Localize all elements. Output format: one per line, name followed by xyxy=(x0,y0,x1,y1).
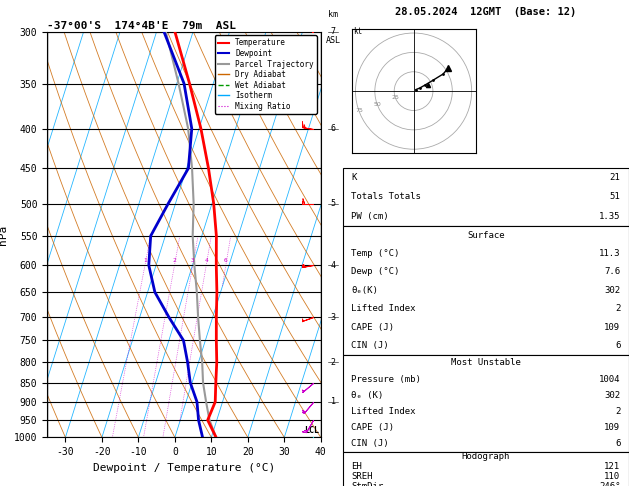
Text: 1.35: 1.35 xyxy=(599,212,620,221)
Text: 75: 75 xyxy=(355,108,363,114)
Text: K: K xyxy=(352,173,357,182)
Text: Pressure (mb): Pressure (mb) xyxy=(352,375,421,383)
Text: Totals Totals: Totals Totals xyxy=(352,192,421,201)
Text: 1: 1 xyxy=(143,258,147,263)
Text: 1: 1 xyxy=(331,398,336,406)
Bar xyxy=(343,355,629,452)
Text: CIN (J): CIN (J) xyxy=(352,439,389,449)
Text: 28.05.2024  12GMT  (Base: 12): 28.05.2024 12GMT (Base: 12) xyxy=(395,7,577,17)
Text: 50: 50 xyxy=(373,102,381,107)
Text: LCL: LCL xyxy=(304,426,319,434)
Text: Hodograph: Hodograph xyxy=(462,452,510,461)
Text: SREH: SREH xyxy=(352,472,373,481)
Text: 6: 6 xyxy=(615,341,620,350)
Text: 2: 2 xyxy=(615,407,620,416)
X-axis label: Dewpoint / Temperature (°C): Dewpoint / Temperature (°C) xyxy=(93,463,275,473)
Text: 11.3: 11.3 xyxy=(599,249,620,258)
Text: Lifted Index: Lifted Index xyxy=(352,304,416,313)
Text: Most Unstable: Most Unstable xyxy=(451,358,521,367)
Text: 5: 5 xyxy=(331,199,336,208)
Text: 6: 6 xyxy=(224,258,228,263)
Text: θₑ(K): θₑ(K) xyxy=(352,286,378,295)
Y-axis label: hPa: hPa xyxy=(0,225,8,244)
Text: Lifted Index: Lifted Index xyxy=(352,407,416,416)
Text: 109: 109 xyxy=(604,423,620,432)
Text: 109: 109 xyxy=(604,323,620,331)
Bar xyxy=(343,226,629,355)
Text: 3: 3 xyxy=(191,258,194,263)
Text: 2: 2 xyxy=(172,258,176,263)
Text: EH: EH xyxy=(352,462,362,471)
Text: PW (cm): PW (cm) xyxy=(352,212,389,221)
Bar xyxy=(343,452,629,486)
Text: CAPE (J): CAPE (J) xyxy=(352,323,394,331)
Text: ASL: ASL xyxy=(326,35,341,45)
Text: 4: 4 xyxy=(204,258,208,263)
Text: 302: 302 xyxy=(604,391,620,400)
Text: CIN (J): CIN (J) xyxy=(352,341,389,350)
Text: -37°00'S  174°4B'E  79m  ASL: -37°00'S 174°4B'E 79m ASL xyxy=(47,21,236,31)
Text: 21: 21 xyxy=(610,173,620,182)
Text: km: km xyxy=(328,10,338,19)
Text: StmDir: StmDir xyxy=(352,482,384,486)
Text: Surface: Surface xyxy=(467,231,504,240)
Text: 121: 121 xyxy=(604,462,620,471)
Text: θₑ (K): θₑ (K) xyxy=(352,391,384,400)
Text: 25: 25 xyxy=(391,95,399,100)
Text: 6: 6 xyxy=(615,439,620,449)
Bar xyxy=(343,168,629,226)
Text: CAPE (J): CAPE (J) xyxy=(352,423,394,432)
Text: kt: kt xyxy=(353,27,362,36)
Text: 4: 4 xyxy=(331,260,336,270)
Text: 7.6: 7.6 xyxy=(604,267,620,277)
Text: 6: 6 xyxy=(331,124,336,133)
Text: 1004: 1004 xyxy=(599,375,620,383)
Text: 3: 3 xyxy=(331,312,336,322)
Text: Temp (°C): Temp (°C) xyxy=(352,249,400,258)
Text: 302: 302 xyxy=(604,286,620,295)
Text: 2: 2 xyxy=(615,304,620,313)
Text: Dewp (°C): Dewp (°C) xyxy=(352,267,400,277)
Text: 246°: 246° xyxy=(599,482,620,486)
Text: 7: 7 xyxy=(331,27,336,36)
Text: 110: 110 xyxy=(604,472,620,481)
Text: 2: 2 xyxy=(331,358,336,367)
Legend: Temperature, Dewpoint, Parcel Trajectory, Dry Adiabat, Wet Adiabat, Isotherm, Mi: Temperature, Dewpoint, Parcel Trajectory… xyxy=(214,35,317,114)
Text: 51: 51 xyxy=(610,192,620,201)
